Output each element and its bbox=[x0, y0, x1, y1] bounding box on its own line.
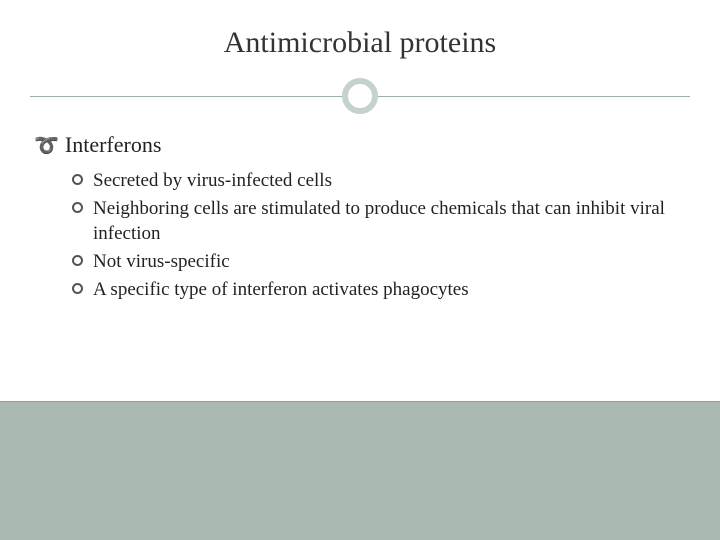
list-item: Secreted by virus-infected cells bbox=[72, 168, 686, 194]
section-heading-text: Interferons bbox=[65, 132, 162, 158]
content-area: ➰ Interferons Secreted by virus-infected… bbox=[0, 114, 720, 302]
list-item: Not virus-specific bbox=[72, 249, 686, 275]
list-item: A specific type of interferon activates … bbox=[72, 277, 686, 303]
ring-bullet-icon bbox=[72, 202, 83, 213]
swirl-bullet-icon: ➰ bbox=[34, 133, 59, 158]
list-item-text: A specific type of interferon activates … bbox=[93, 277, 686, 303]
list-item-text: Not virus-specific bbox=[93, 249, 686, 275]
divider-ring-icon bbox=[342, 78, 378, 114]
title-divider bbox=[0, 78, 720, 114]
ring-bullet-icon bbox=[72, 255, 83, 266]
section-heading: ➰ Interferons bbox=[34, 132, 686, 158]
ring-bullet-icon bbox=[72, 174, 83, 185]
slide: Antimicrobial proteins ➰ Interferons Sec… bbox=[0, 0, 720, 540]
bullet-list: Secreted by virus-infected cells Neighbo… bbox=[34, 168, 686, 302]
list-item: Neighboring cells are stimulated to prod… bbox=[72, 196, 686, 247]
slide-title: Antimicrobial proteins bbox=[0, 0, 720, 78]
list-item-text: Neighboring cells are stimulated to prod… bbox=[93, 196, 686, 247]
list-item-text: Secreted by virus-infected cells bbox=[93, 168, 686, 194]
footer-band bbox=[0, 402, 720, 540]
ring-bullet-icon bbox=[72, 283, 83, 294]
